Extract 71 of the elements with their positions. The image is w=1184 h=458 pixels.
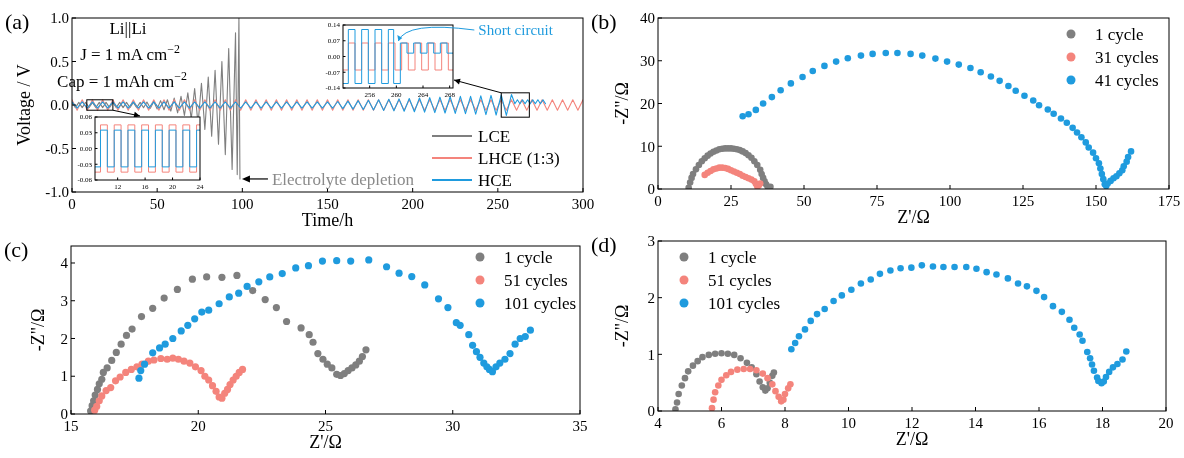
y-tick-label: 4 <box>60 255 69 272</box>
y-axis-title: -Z"/Ω <box>28 308 48 352</box>
y-tick-label: 0.5 <box>50 53 69 70</box>
y-axis-title: -Z"/Ω <box>612 304 632 348</box>
x-tick-label: 175 <box>1157 193 1181 209</box>
x-tick-label: 125 <box>1011 193 1035 209</box>
x-tick-label: 12 <box>904 415 920 431</box>
x-tick-label: 150 <box>316 196 339 212</box>
x-tick-label: 200 <box>401 196 424 212</box>
y-tick-label: 30 <box>640 53 655 69</box>
legend-label: LHCE (1:3) <box>478 148 560 168</box>
legend-label: 51 cycles <box>504 270 568 290</box>
y-tick-label: 0 <box>647 403 655 420</box>
chart-title: (d) <box>591 232 617 257</box>
y-tick-label: 40 <box>640 10 655 27</box>
x-tick-label: 6 <box>717 415 726 431</box>
x-tick-label: 35 <box>572 418 588 434</box>
x-tick-label: 150 <box>1084 193 1108 209</box>
annotation: Cap = 1 mAh cm$^{−2}$ <box>57 69 187 91</box>
chart-title: (a) <box>5 9 30 34</box>
x-tick-label: 15 <box>63 418 79 434</box>
y-tick-label: 3 <box>60 292 68 309</box>
x-axis-title: Z'/Ω <box>895 429 929 449</box>
x-tick-label: 25 <box>723 193 739 209</box>
y-tick-label: 3 <box>647 233 655 250</box>
x-tick-label: 75 <box>869 193 885 209</box>
x-tick-label: 30 <box>445 418 461 434</box>
x-axis-title: Z'/Ω <box>309 432 342 452</box>
legend-label: 1 cycle <box>1095 24 1144 44</box>
legend-label: 101 cycles <box>708 293 781 313</box>
legend-label: HCE <box>478 170 512 190</box>
y-tick-label: 10 <box>640 138 655 155</box>
annotation: J = 1 mA cm$^{−2}$ <box>80 42 180 64</box>
y-tick-label: 1 <box>60 368 68 385</box>
x-tick-label: 20 <box>1158 415 1174 431</box>
x-tick-label: 100 <box>231 196 254 212</box>
x-axis-title: Time/h <box>301 210 354 230</box>
x-tick-label: 50 <box>796 193 812 209</box>
legend-label: 31 cycles <box>1095 47 1159 67</box>
y-tick-label: 0.0 <box>50 97 69 114</box>
legend-label: 1 cycle <box>708 247 757 267</box>
x-axis-title: Z'/Ω <box>897 207 930 227</box>
legend-label: 51 cycles <box>708 270 772 290</box>
x-tick-label: 14 <box>968 415 984 431</box>
x-tick-label: 300 <box>571 196 595 212</box>
chart-title: (c) <box>4 237 29 262</box>
chart-title: (b) <box>591 9 617 34</box>
y-tick-label: 2 <box>647 289 655 306</box>
annotation: Electrolyte depletion <box>271 169 415 189</box>
x-tick-label: 50 <box>149 196 165 212</box>
y-tick-label: -1.0 <box>45 184 69 201</box>
y-tick-label: -0.5 <box>45 140 69 157</box>
x-tick-label: 250 <box>486 196 510 212</box>
annotation: Short circuit <box>478 22 554 38</box>
x-tick-label: 100 <box>938 193 962 209</box>
x-tick-label: 20 <box>190 418 206 434</box>
y-tick-label: 2 <box>60 330 68 347</box>
x-tick-label: 18 <box>1095 415 1110 431</box>
annotation: Li||Li <box>109 19 147 38</box>
legend-label: 101 cycles <box>504 293 577 313</box>
y-axis-title: -Z"/Ω <box>612 82 632 125</box>
x-tick-label: 8 <box>781 415 789 431</box>
y-tick-label: 1.0 <box>50 10 69 27</box>
x-tick-label: 10 <box>841 415 856 431</box>
y-axis-title: Voltage / V <box>14 64 34 146</box>
legend-label: 41 cycles <box>1095 70 1159 90</box>
y-tick-label: 1 <box>647 346 655 363</box>
legend-label: LCE <box>478 126 511 146</box>
x-tick-label: 16 <box>1031 415 1047 431</box>
legend-label: 1 cycle <box>504 247 553 267</box>
x-tick-label: 25 <box>318 418 333 434</box>
